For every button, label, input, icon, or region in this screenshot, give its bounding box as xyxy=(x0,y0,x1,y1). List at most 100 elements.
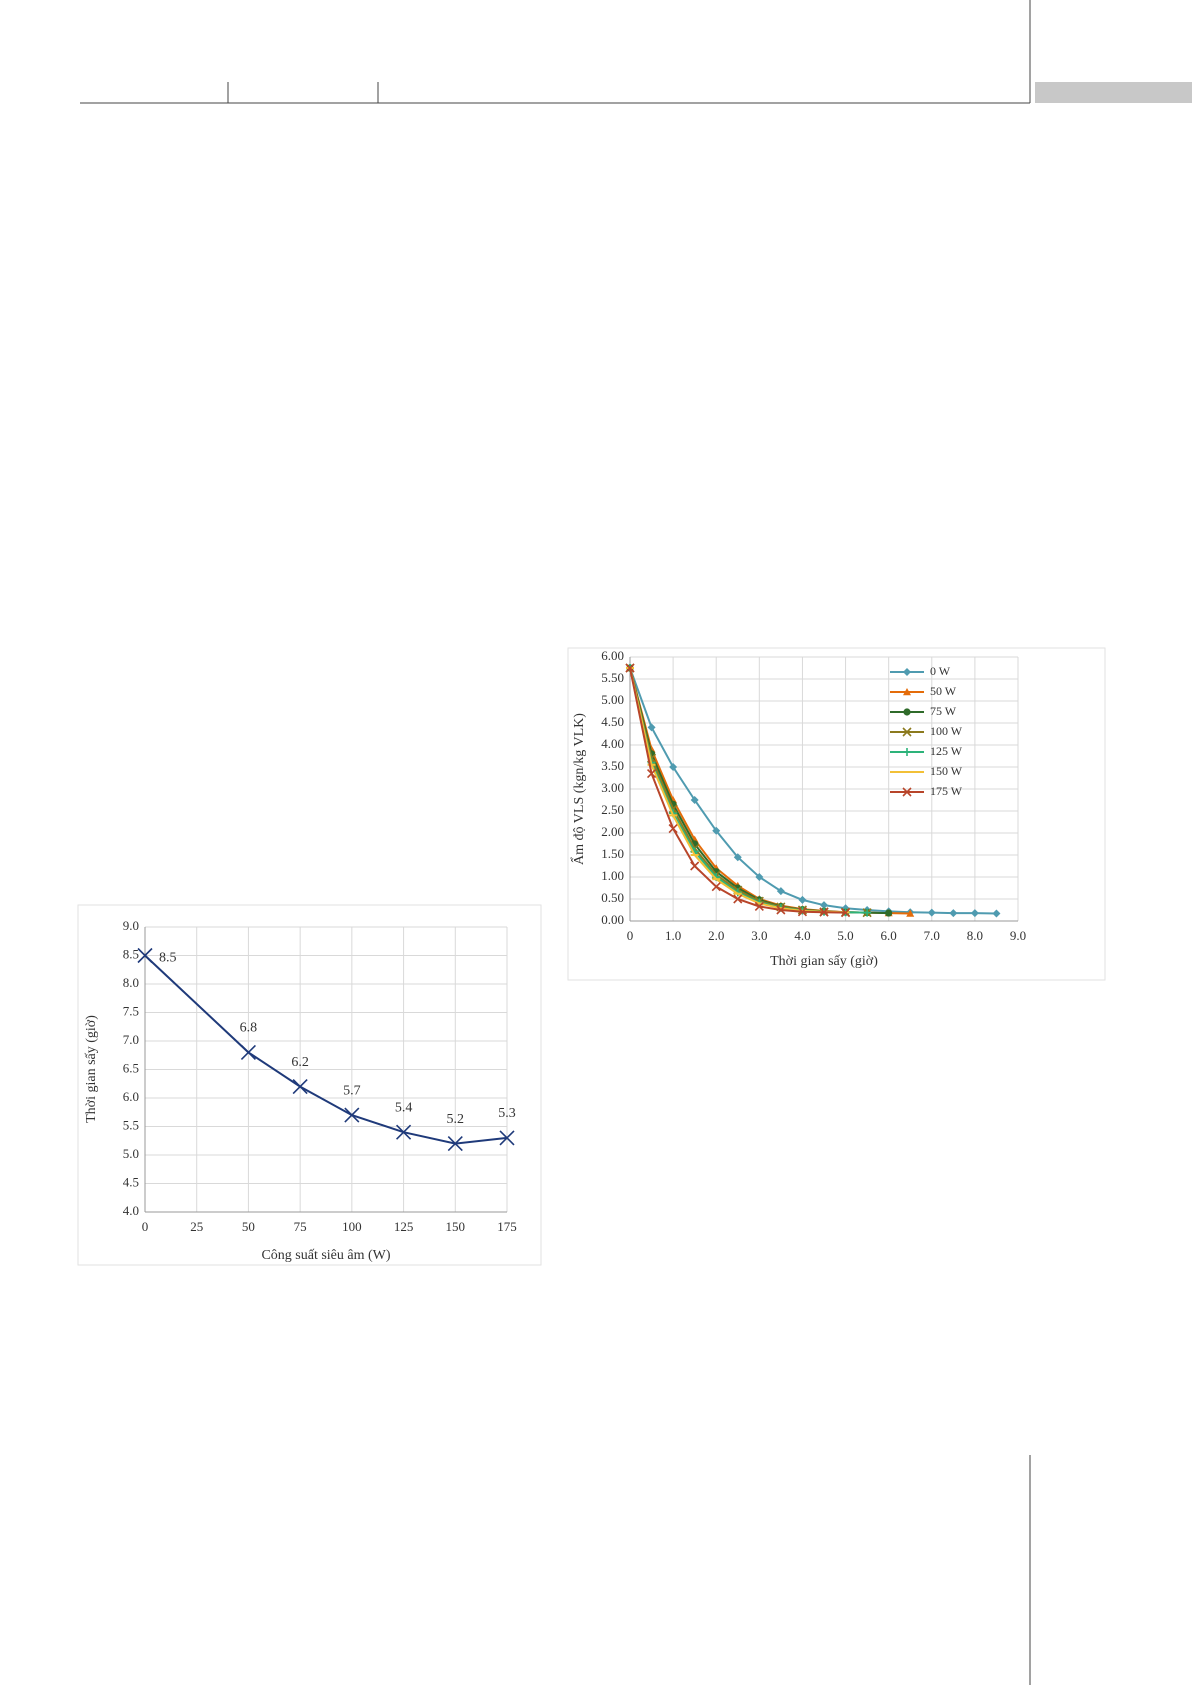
data-label: 6.2 xyxy=(291,1055,309,1070)
marker xyxy=(668,824,678,834)
y-tick-label: 9.0 xyxy=(123,918,139,933)
marker xyxy=(819,907,829,917)
marker xyxy=(903,748,911,756)
marker xyxy=(344,1107,360,1123)
y-tick-label: 7.0 xyxy=(123,1032,139,1047)
chart-frame xyxy=(567,647,1106,981)
x-axis-label: Công suất siêu âm (W) xyxy=(261,1248,390,1263)
legend-label: 75 W xyxy=(930,704,957,718)
x-tick-label: 6.0 xyxy=(881,928,897,943)
x-tick-label: 75 xyxy=(294,1219,307,1234)
legend-label: 175 W xyxy=(930,784,963,798)
marker xyxy=(396,1124,412,1140)
x-tick-label: 175 xyxy=(497,1219,517,1234)
marker xyxy=(906,909,915,917)
y-tick-label: 4.0 xyxy=(123,1203,139,1218)
legend-label: 0 W xyxy=(930,664,951,678)
marker xyxy=(447,1136,463,1152)
y-tick-label: 8.5 xyxy=(123,946,139,961)
x-tick-label: 9.0 xyxy=(1010,928,1026,943)
marker xyxy=(840,908,851,918)
x-tick-label: 125 xyxy=(394,1219,414,1234)
x-tick-label: 3.0 xyxy=(751,928,767,943)
data-label: 5.4 xyxy=(395,1100,413,1115)
y-tick-label: 0.50 xyxy=(601,890,624,905)
legend-label: 100 W xyxy=(930,724,963,738)
marker xyxy=(755,873,764,881)
marker xyxy=(902,727,912,737)
y-tick-label: 5.50 xyxy=(601,670,624,685)
y-tick-label: 1.50 xyxy=(601,846,624,861)
x-tick-label: 8.0 xyxy=(967,928,983,943)
x-tick-label: 100 xyxy=(342,1219,362,1234)
x-tick-label: 150 xyxy=(446,1219,466,1234)
marker xyxy=(798,895,807,904)
y-tick-label: 4.50 xyxy=(601,714,624,729)
marker xyxy=(885,909,893,917)
x-tick-label: 2.0 xyxy=(708,928,724,943)
marker xyxy=(776,905,786,915)
marker xyxy=(137,947,153,964)
marker xyxy=(863,908,872,917)
chart-frame xyxy=(77,904,542,1266)
marker xyxy=(902,787,912,797)
data-label: 8.5 xyxy=(159,951,177,966)
marker xyxy=(776,887,785,896)
y-tick-label: 7.5 xyxy=(123,1003,139,1018)
marker xyxy=(712,826,721,835)
marker xyxy=(711,882,721,892)
marker xyxy=(903,688,911,696)
header-tab xyxy=(1035,82,1192,103)
marker xyxy=(240,1044,256,1060)
series-line xyxy=(629,667,868,914)
y-tick-label: 4.5 xyxy=(123,1174,139,1189)
legend-label: 150 W xyxy=(930,764,963,778)
x-tick-label: 7.0 xyxy=(924,928,940,943)
x-tick-label: 4.0 xyxy=(794,928,810,943)
marker xyxy=(292,1079,308,1095)
x-tick-label: 0 xyxy=(627,928,634,943)
x-tick-label: 50 xyxy=(242,1219,255,1234)
y-tick-label: 2.50 xyxy=(601,802,624,817)
x-tick-label: 1.0 xyxy=(665,928,681,943)
legend-label: 50 W xyxy=(930,684,957,698)
data-label: 5.3 xyxy=(498,1106,516,1121)
marker xyxy=(690,861,700,871)
x-tick-label: 0 xyxy=(142,1219,149,1234)
y-tick-label: 6.00 xyxy=(601,648,624,663)
marker xyxy=(646,769,657,779)
legend-label: 125 W xyxy=(930,744,963,758)
y-tick-label: 5.5 xyxy=(123,1117,139,1132)
marker xyxy=(669,763,678,771)
y-tick-label: 4.00 xyxy=(601,736,624,751)
y-tick-label: 6.5 xyxy=(123,1060,139,1075)
marker xyxy=(970,909,979,918)
marker xyxy=(903,708,911,716)
y-tick-label: 1.00 xyxy=(601,868,624,883)
series-line xyxy=(629,667,846,914)
y-tick-label: 6.0 xyxy=(123,1089,139,1104)
data-label: 6.8 xyxy=(240,1021,258,1036)
marker xyxy=(647,723,656,732)
marker xyxy=(690,796,699,804)
x-tick-label: 25 xyxy=(190,1219,203,1234)
data-label: 5.2 xyxy=(447,1112,465,1127)
y-axis-label: Thời gian sấy (giờ) xyxy=(84,1015,99,1123)
marker xyxy=(625,663,635,673)
marker xyxy=(903,668,911,676)
marker xyxy=(733,853,742,862)
y-tick-label: 2.00 xyxy=(601,824,624,839)
data-label: 5.7 xyxy=(343,1083,361,1098)
y-tick-label: 3.00 xyxy=(601,780,624,795)
marker xyxy=(797,907,808,917)
marker xyxy=(927,908,936,917)
y-axis-label: Ẩm độ VLS (kgn/kg VLK) xyxy=(570,713,587,865)
x-axis-label: Thời gian sấy (giờ) xyxy=(770,954,878,969)
x-tick-label: 5.0 xyxy=(837,928,853,943)
marker xyxy=(992,909,1001,918)
marker xyxy=(949,909,958,918)
y-tick-label: 5.00 xyxy=(601,692,624,707)
marker xyxy=(754,901,764,912)
